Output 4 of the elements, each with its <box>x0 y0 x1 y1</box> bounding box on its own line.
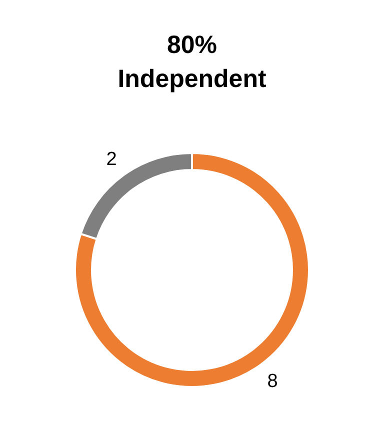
data-label: 8 <box>267 370 278 392</box>
data-label: 2 <box>106 149 117 170</box>
donut-slice <box>74 152 310 388</box>
chart-title: 80% Independent <box>118 31 267 93</box>
